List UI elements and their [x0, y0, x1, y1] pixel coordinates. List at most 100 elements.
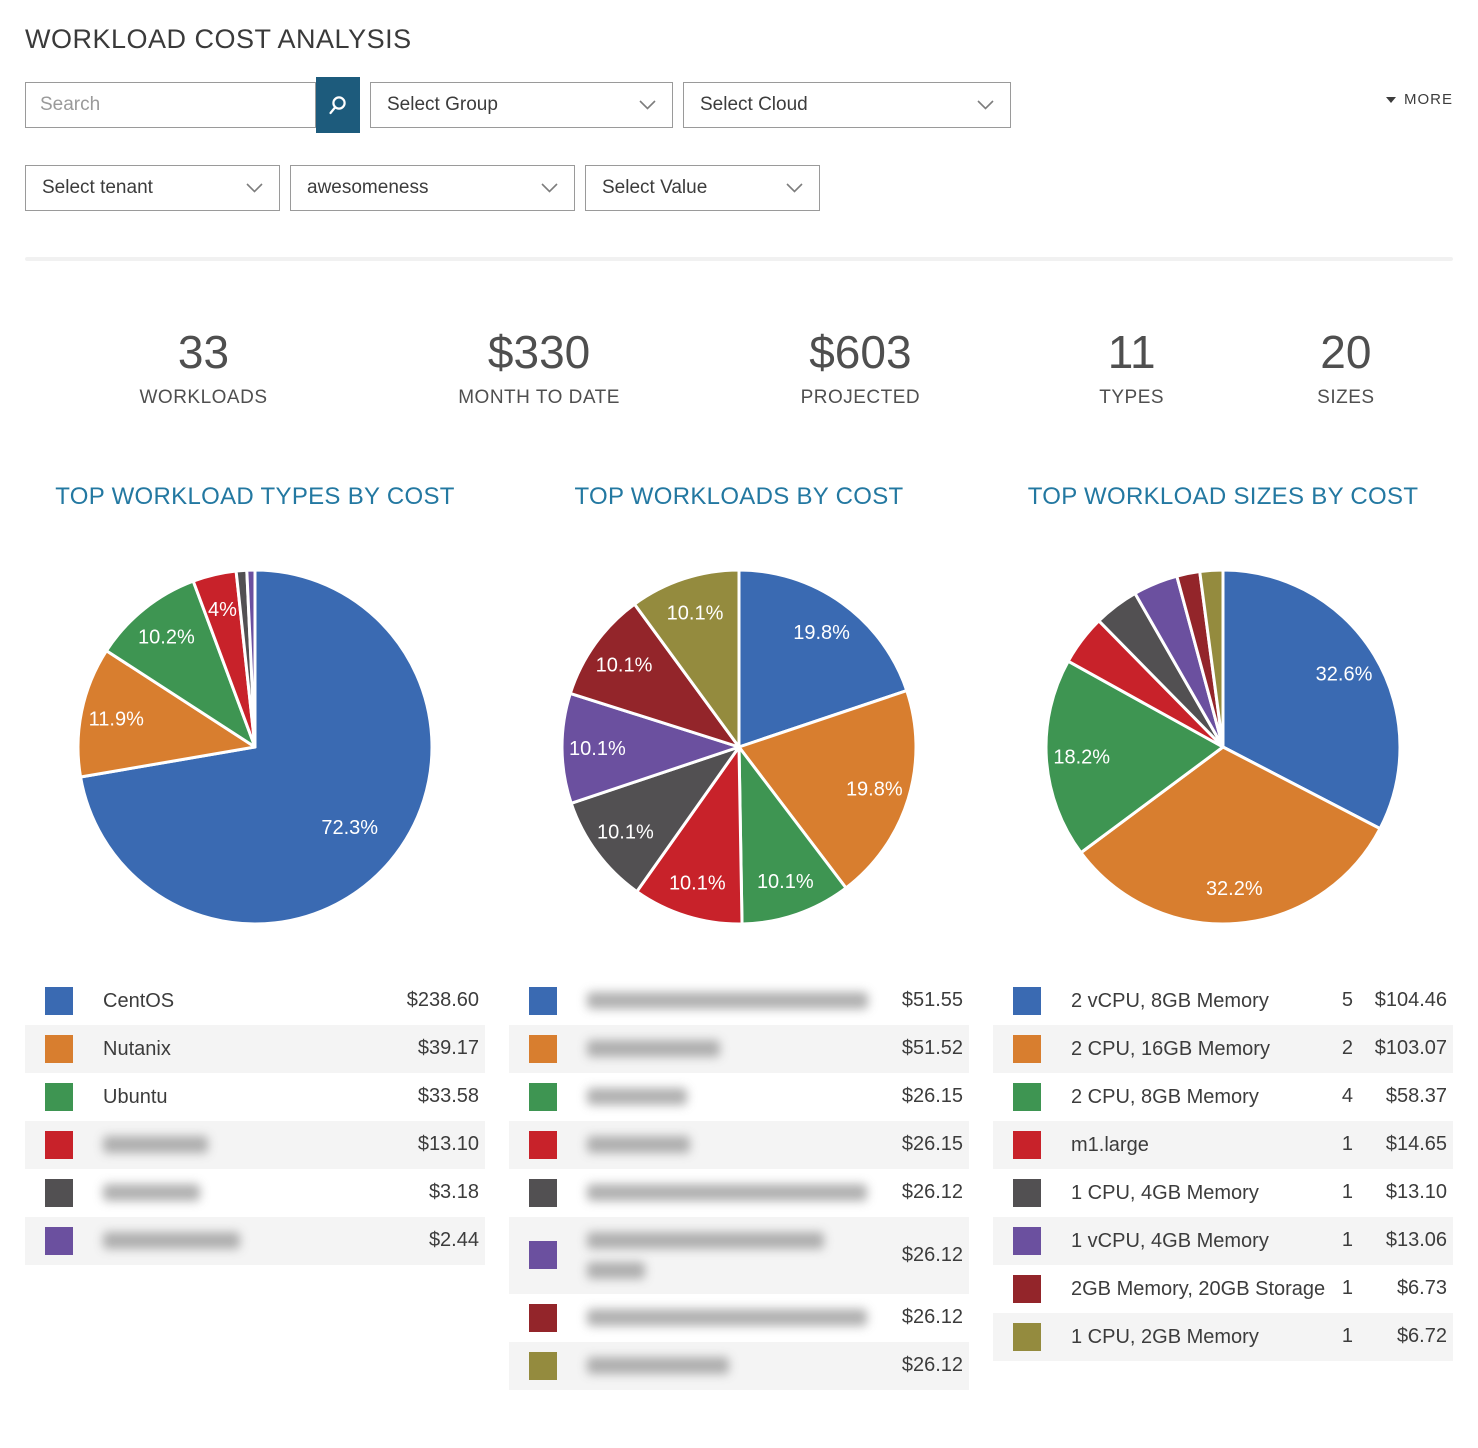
legend-cost: $26.12 — [901, 1243, 963, 1266]
stat-label: SIZES — [1317, 386, 1375, 408]
legend-label: Ubuntu — [103, 1085, 168, 1108]
legend-count: 5 — [1341, 989, 1353, 1012]
legend-cost: $26.12 — [901, 1181, 963, 1204]
stat-label: PROJECTED — [800, 386, 921, 408]
pie-slice[interactable] — [104, 579, 257, 749]
legend-row: 2 vCPU, 8GB Memory 5 $104.46 — [993, 977, 1453, 1025]
legend-cost: $13.06 — [1385, 1229, 1447, 1252]
chevron-down-icon — [786, 183, 803, 193]
legend-swatch — [45, 1082, 73, 1111]
pie-slice-label: 72.3% — [321, 816, 378, 838]
pie-slice[interactable] — [1221, 568, 1402, 830]
legend-swatch — [45, 986, 73, 1015]
legend-row: 2GB Memory, 20GB Storage 1 $6.73 — [993, 1265, 1453, 1313]
legend-row: $51.55 — [509, 977, 969, 1025]
legend-swatch — [45, 1178, 73, 1207]
legend-label — [587, 1088, 869, 1106]
pie-slice[interactable] — [1198, 568, 1225, 749]
pie-slice[interactable] — [737, 568, 909, 749]
legend-row: $26.15 — [509, 1073, 969, 1121]
pie-slice[interactable] — [1079, 745, 1382, 926]
legend-label: 2 vCPU, 8GB Memory — [1071, 989, 1269, 1012]
search-group — [25, 77, 360, 133]
pie-slice[interactable] — [635, 745, 744, 926]
dropdown-label: Select Cloud — [700, 94, 808, 115]
legend: CentOS $238.60 Nutanix $39.17 Ubuntu $33.58 $1… — [25, 977, 485, 1265]
stat-workloads: 33 WORKLOADS — [25, 327, 382, 409]
legend-row: Ubuntu $33.58 — [25, 1073, 485, 1121]
legend-cost: $2.44 — [428, 1229, 479, 1252]
legend-cost: $238.60 — [406, 989, 479, 1012]
filter-bar: Select Group Select Cloud MORE Select te… — [25, 77, 1453, 211]
redacted-label — [587, 1184, 867, 1202]
more-button[interactable]: MORE — [1386, 91, 1453, 108]
dropdown-select-cloud[interactable]: Select Cloud — [683, 82, 1011, 128]
legend-cost: $6.72 — [1396, 1325, 1447, 1348]
pie-slice-label: 19.8% — [793, 622, 850, 644]
legend-count: 1 — [1341, 1277, 1353, 1300]
legend-label — [587, 1357, 869, 1375]
legend-swatch — [45, 1034, 73, 1063]
pie-slice[interactable] — [568, 602, 741, 749]
legend: 2 vCPU, 8GB Memory 5 $104.46 2 CPU, 16GB Me… — [993, 977, 1453, 1361]
legend-swatch — [529, 1082, 557, 1111]
stat-label: TYPES — [1099, 386, 1165, 408]
legend-row: 2 CPU, 16GB Memory 2 $103.07 — [993, 1024, 1453, 1073]
search-button[interactable] — [316, 77, 360, 133]
legend-row: CentOS $238.60 — [25, 977, 485, 1025]
pie-slice[interactable] — [737, 745, 848, 926]
legend-label: 1 CPU, 4GB Memory — [1071, 1181, 1259, 1204]
pie-slice-label: 4% — [208, 599, 237, 621]
redacted-label — [587, 1136, 690, 1154]
stat-value: $330 — [487, 326, 591, 378]
pie-chart: 32.6% 32.2% 18.2% — [1044, 568, 1402, 926]
redacted-label — [103, 1184, 200, 1202]
redacted-label — [587, 1261, 645, 1279]
pie-slice-label: 10.1% — [667, 602, 724, 624]
chevron-down-icon — [246, 183, 263, 193]
redacted-label — [103, 1136, 208, 1154]
pie-slice[interactable] — [569, 745, 741, 893]
legend-cost: $14.65 — [1385, 1133, 1447, 1156]
legend-cost: $39.17 — [417, 1037, 479, 1060]
legend-cost: $26.15 — [901, 1085, 963, 1108]
pie-slice-label: 10.1% — [569, 738, 626, 760]
legend-swatch — [1013, 1034, 1041, 1063]
redacted-label — [587, 1040, 720, 1058]
legend-swatch — [529, 1303, 557, 1332]
pie-slice[interactable] — [633, 568, 741, 749]
stat-projected: $603 PROJECTED — [696, 327, 1024, 409]
search-input[interactable] — [25, 82, 316, 128]
dropdown-select-value[interactable]: Select Value — [585, 165, 820, 211]
dropdown-select-tenant[interactable]: Select tenant — [25, 165, 280, 211]
legend-row: $51.52 — [509, 1024, 969, 1073]
filter-row-2: Select tenant awesomeness Select Value — [25, 165, 1453, 211]
pie-slice[interactable] — [76, 648, 257, 779]
dropdown-select-group[interactable]: Select Group — [370, 82, 673, 128]
pie-slice-label: 11.9% — [89, 708, 144, 730]
pie-slice[interactable] — [1044, 659, 1225, 854]
pie-slice[interactable] — [737, 688, 918, 890]
pie-slice-label: 32.6% — [1316, 663, 1373, 685]
legend-cost: $51.52 — [901, 1037, 963, 1060]
legend-row: $26.15 — [509, 1120, 969, 1169]
chart-title: TOP WORKLOAD SIZES BY COST — [1027, 482, 1419, 510]
legend-label: m1.large — [1071, 1133, 1149, 1156]
pie-slice[interactable] — [245, 568, 257, 749]
pie-slice[interactable] — [560, 691, 741, 805]
legend-label: 1 CPU, 2GB Memory — [1071, 1325, 1259, 1348]
legend-swatch — [45, 1130, 73, 1159]
legend-count: 1 — [1341, 1325, 1353, 1348]
dropdown-label: Select tenant — [42, 177, 153, 198]
dropdown-awesomeness[interactable]: awesomeness — [290, 165, 575, 211]
chevron-down-icon — [977, 100, 994, 110]
pie-slice-label: 19.8% — [846, 778, 903, 800]
pie-slice-label: 10.1% — [596, 654, 653, 676]
legend-swatch — [1013, 1178, 1041, 1207]
pie-chart: 19.8% 19.8% 10.1% 10.1% 10.1% 10.1% 10.1% 10.1% — [560, 568, 918, 926]
legend-row: 1 vCPU, 4GB Memory 1 $13.06 — [993, 1216, 1453, 1265]
chart-types-by-cost: TOP WORKLOAD TYPES BY COST 72.3% 11.9% 10.… — [25, 483, 485, 1390]
legend-cost: $58.37 — [1385, 1085, 1447, 1108]
legend-swatch — [529, 1178, 557, 1207]
